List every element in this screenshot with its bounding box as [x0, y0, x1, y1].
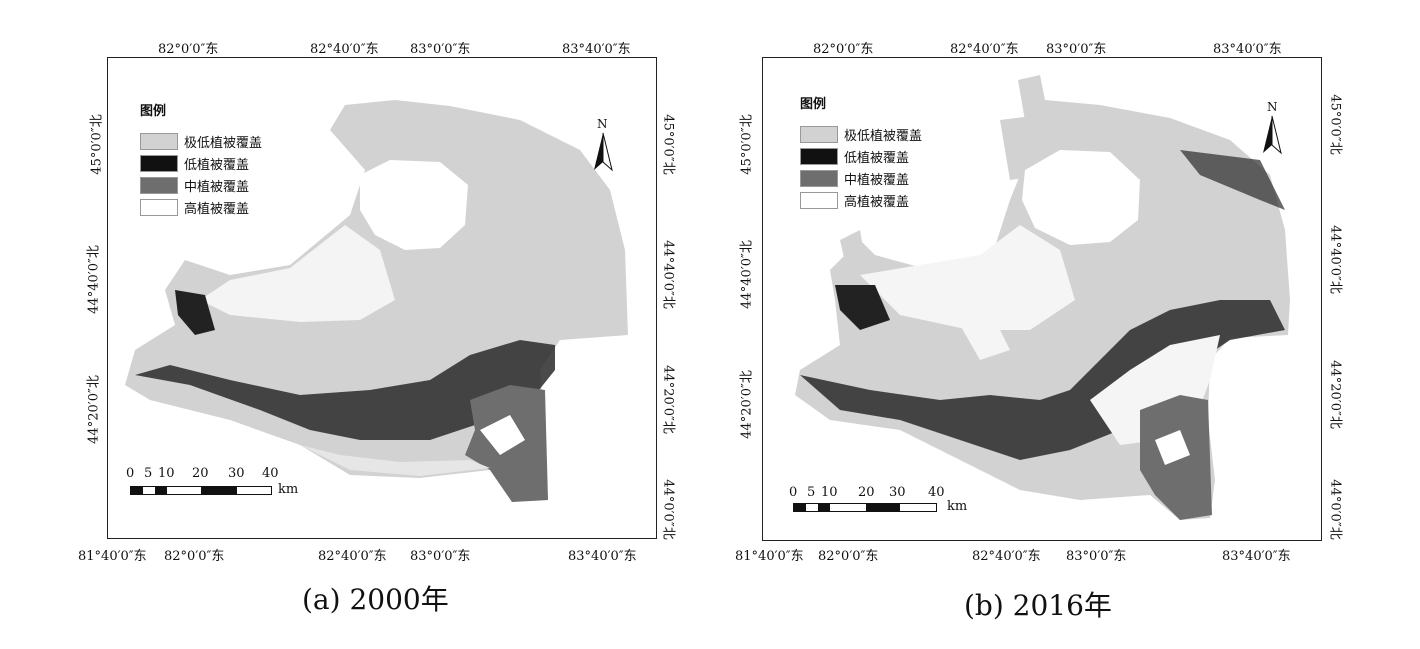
legend-swatch [800, 147, 838, 165]
lake [360, 160, 468, 250]
top-coord-label: 82°0′0″东 [813, 42, 874, 57]
scale-tick: 10 [821, 485, 838, 500]
north-label: N [1267, 100, 1278, 114]
bottom-coord-label: 83°0′0″东 [1066, 549, 1127, 564]
region-high [200, 225, 395, 322]
top-coord-label: 82°40′0″东 [310, 42, 379, 57]
region-high [860, 225, 1075, 330]
legend-swatch [140, 198, 178, 216]
top-coord-label: 83°0′0″东 [410, 42, 471, 57]
island [1000, 115, 1045, 180]
legend-item: 极低植被覆盖 [140, 131, 262, 151]
scale-tick: 40 [262, 466, 279, 481]
legend-label: 极低植被覆盖 [844, 128, 923, 144]
scale-tick: 0 [789, 485, 798, 500]
scale-tick: 10 [158, 466, 175, 481]
legend: 图例 极低植被覆盖 低植被覆盖 中植被覆盖 高植被覆盖 [800, 93, 922, 212]
legend-swatch [800, 191, 838, 209]
legend-item: 低植被覆盖 [140, 153, 262, 173]
legend-swatch [800, 125, 838, 143]
top-coord-label: 83°0′0″东 [1046, 42, 1107, 57]
panel-caption: (b) 2016年 [964, 589, 1112, 622]
legend-item: 极低植被覆盖 [800, 124, 922, 144]
bottom-coord-label: 82°40′0″东 [318, 549, 387, 564]
scale-tick: 0 [126, 466, 135, 481]
scale-tick: 5 [807, 485, 816, 500]
legend-item: 低植被覆盖 [800, 146, 922, 166]
vegetation-map-2016 [795, 75, 1290, 520]
scale-tick: 40 [928, 485, 945, 500]
bottom-coord-label: 81°40′0″东 [78, 549, 147, 564]
bottom-coord-label: 82°0′0″东 [818, 549, 879, 564]
legend-title: 图例 [140, 104, 167, 119]
top-coord-label: 82°0′0″东 [158, 42, 219, 57]
lake [1022, 150, 1140, 245]
panel-caption: (a) 2000年 [302, 583, 449, 616]
legend-swatch [800, 169, 838, 187]
bottom-coord-label: 83°40′0″东 [1222, 549, 1291, 564]
legend: 图例 极低植被覆盖 低植被覆盖 中植被覆盖 高植被覆盖 [140, 100, 262, 219]
scale-tick: 30 [228, 466, 245, 481]
legend-item: 高植被覆盖 [800, 190, 922, 210]
bottom-coord-label: 82°40′0″东 [972, 549, 1041, 564]
legend-swatch [140, 132, 178, 150]
region-low [800, 300, 1285, 460]
legend-item: 高植被覆盖 [140, 197, 262, 217]
scale-tick: 20 [192, 466, 209, 481]
scale-tick: 5 [144, 466, 153, 481]
bottom-coord-label: 81°40′0″东 [735, 549, 804, 564]
legend-swatch [140, 154, 178, 172]
scale-tick: 20 [858, 485, 875, 500]
vegetation-map-2000 [125, 100, 628, 502]
top-coord-label: 82°40′0″东 [950, 42, 1019, 57]
bottom-coord-label: 83°0′0″东 [410, 549, 471, 564]
bottom-coord-label: 82°0′0″东 [164, 549, 225, 564]
bottom-coord-label: 83°40′0″东 [568, 549, 637, 564]
legend-label: 中植被覆盖 [184, 179, 250, 195]
legend-label: 高植被覆盖 [184, 201, 250, 217]
north-arrow-icon [1263, 115, 1282, 155]
north-arrow-icon [594, 132, 613, 172]
scale-bar [793, 503, 937, 512]
scale-tick: 30 [889, 485, 906, 500]
legend-label: 中植被覆盖 [844, 172, 910, 188]
scale-unit: km [278, 482, 299, 497]
legend-label: 低植被覆盖 [184, 157, 250, 173]
scale-unit: km [947, 499, 968, 514]
map-panel-2000: 82°0′0″东 82°40′0″东 83°0′0″东 83°40′0″东 81… [0, 0, 700, 649]
top-coord-label: 83°40′0″东 [1213, 42, 1282, 57]
scale-bar [130, 486, 272, 495]
legend-label: 极低植被覆盖 [184, 135, 263, 151]
region-low [135, 340, 555, 440]
legend-label: 高植被覆盖 [844, 194, 910, 210]
legend-title: 图例 [800, 97, 827, 112]
legend-label: 低植被覆盖 [844, 150, 910, 166]
north-label: N [597, 117, 608, 131]
top-coord-label: 83°40′0″东 [562, 42, 631, 57]
legend-item: 中植被覆盖 [800, 168, 922, 188]
map-panel-2016: 82°0′0″东 82°40′0″东 83°0′0″东 83°40′0″东 81… [700, 0, 1420, 649]
legend-item: 中植被覆盖 [140, 175, 262, 195]
legend-swatch [140, 176, 178, 194]
